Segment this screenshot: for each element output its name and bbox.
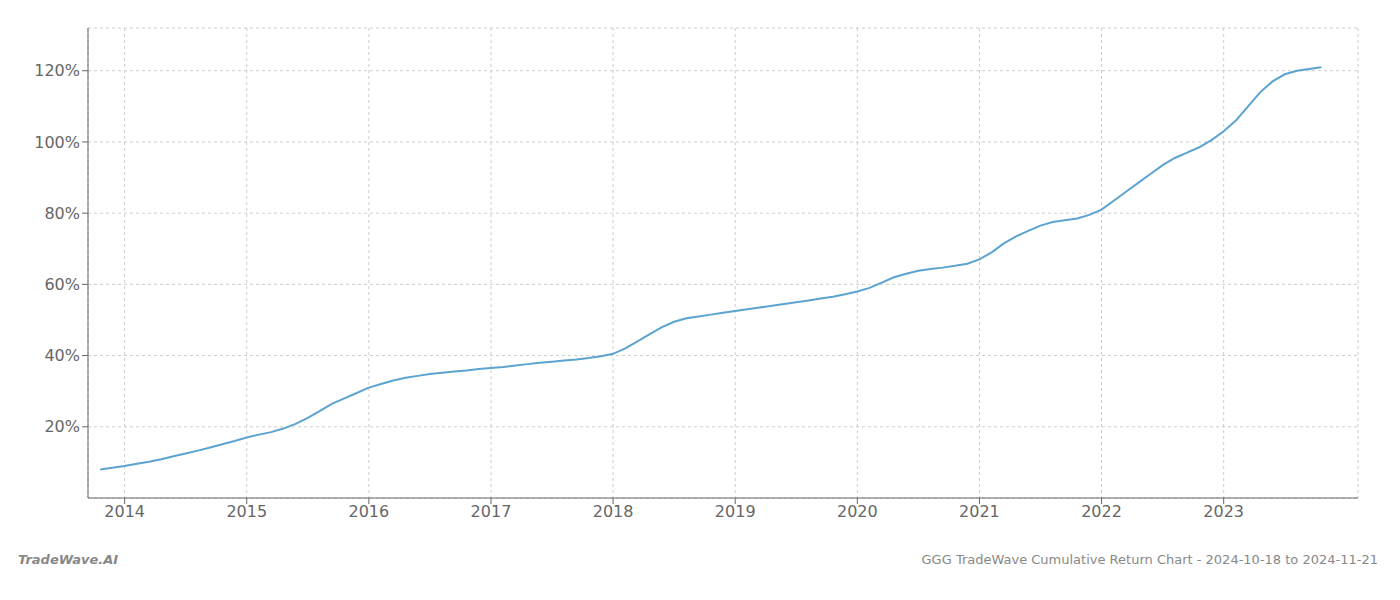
svg-text:2015: 2015	[226, 502, 267, 521]
svg-text:2017: 2017	[471, 502, 512, 521]
svg-text:2021: 2021	[959, 502, 1000, 521]
svg-text:2016: 2016	[349, 502, 390, 521]
html-text:GGG TradeWave Cumulative Retur: GGG TradeWave Cumulative Return Chart - …	[921, 552, 1378, 567]
svg-text:40%: 40%	[44, 346, 80, 365]
svg-text:2022: 2022	[1081, 502, 1122, 521]
svg-text:2018: 2018	[593, 502, 634, 521]
svg-text:2020: 2020	[837, 502, 878, 521]
html-text:TradeWave.AI: TradeWave.AI	[18, 552, 119, 567]
svg-text:2019: 2019	[715, 502, 756, 521]
svg-text:2014: 2014	[104, 502, 145, 521]
svg-text:2023: 2023	[1203, 502, 1244, 521]
svg-text:100%: 100%	[34, 133, 80, 152]
svg-text:80%: 80%	[44, 204, 80, 223]
svg-text:120%: 120%	[34, 61, 80, 80]
svg-text:60%: 60%	[44, 275, 80, 294]
svg-text:20%: 20%	[44, 417, 80, 436]
